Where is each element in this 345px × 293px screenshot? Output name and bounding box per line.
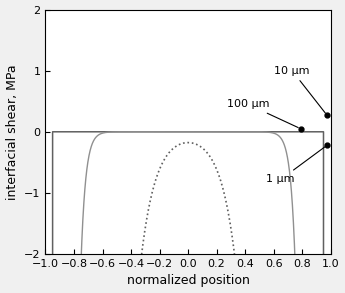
Y-axis label: interfacial shear, MPa: interfacial shear, MPa (6, 64, 19, 200)
Text: 100 μm: 100 μm (227, 99, 298, 127)
Text: 10 μm: 10 μm (274, 66, 325, 113)
X-axis label: normalized position: normalized position (127, 275, 249, 287)
Text: 1 μm: 1 μm (266, 147, 325, 185)
